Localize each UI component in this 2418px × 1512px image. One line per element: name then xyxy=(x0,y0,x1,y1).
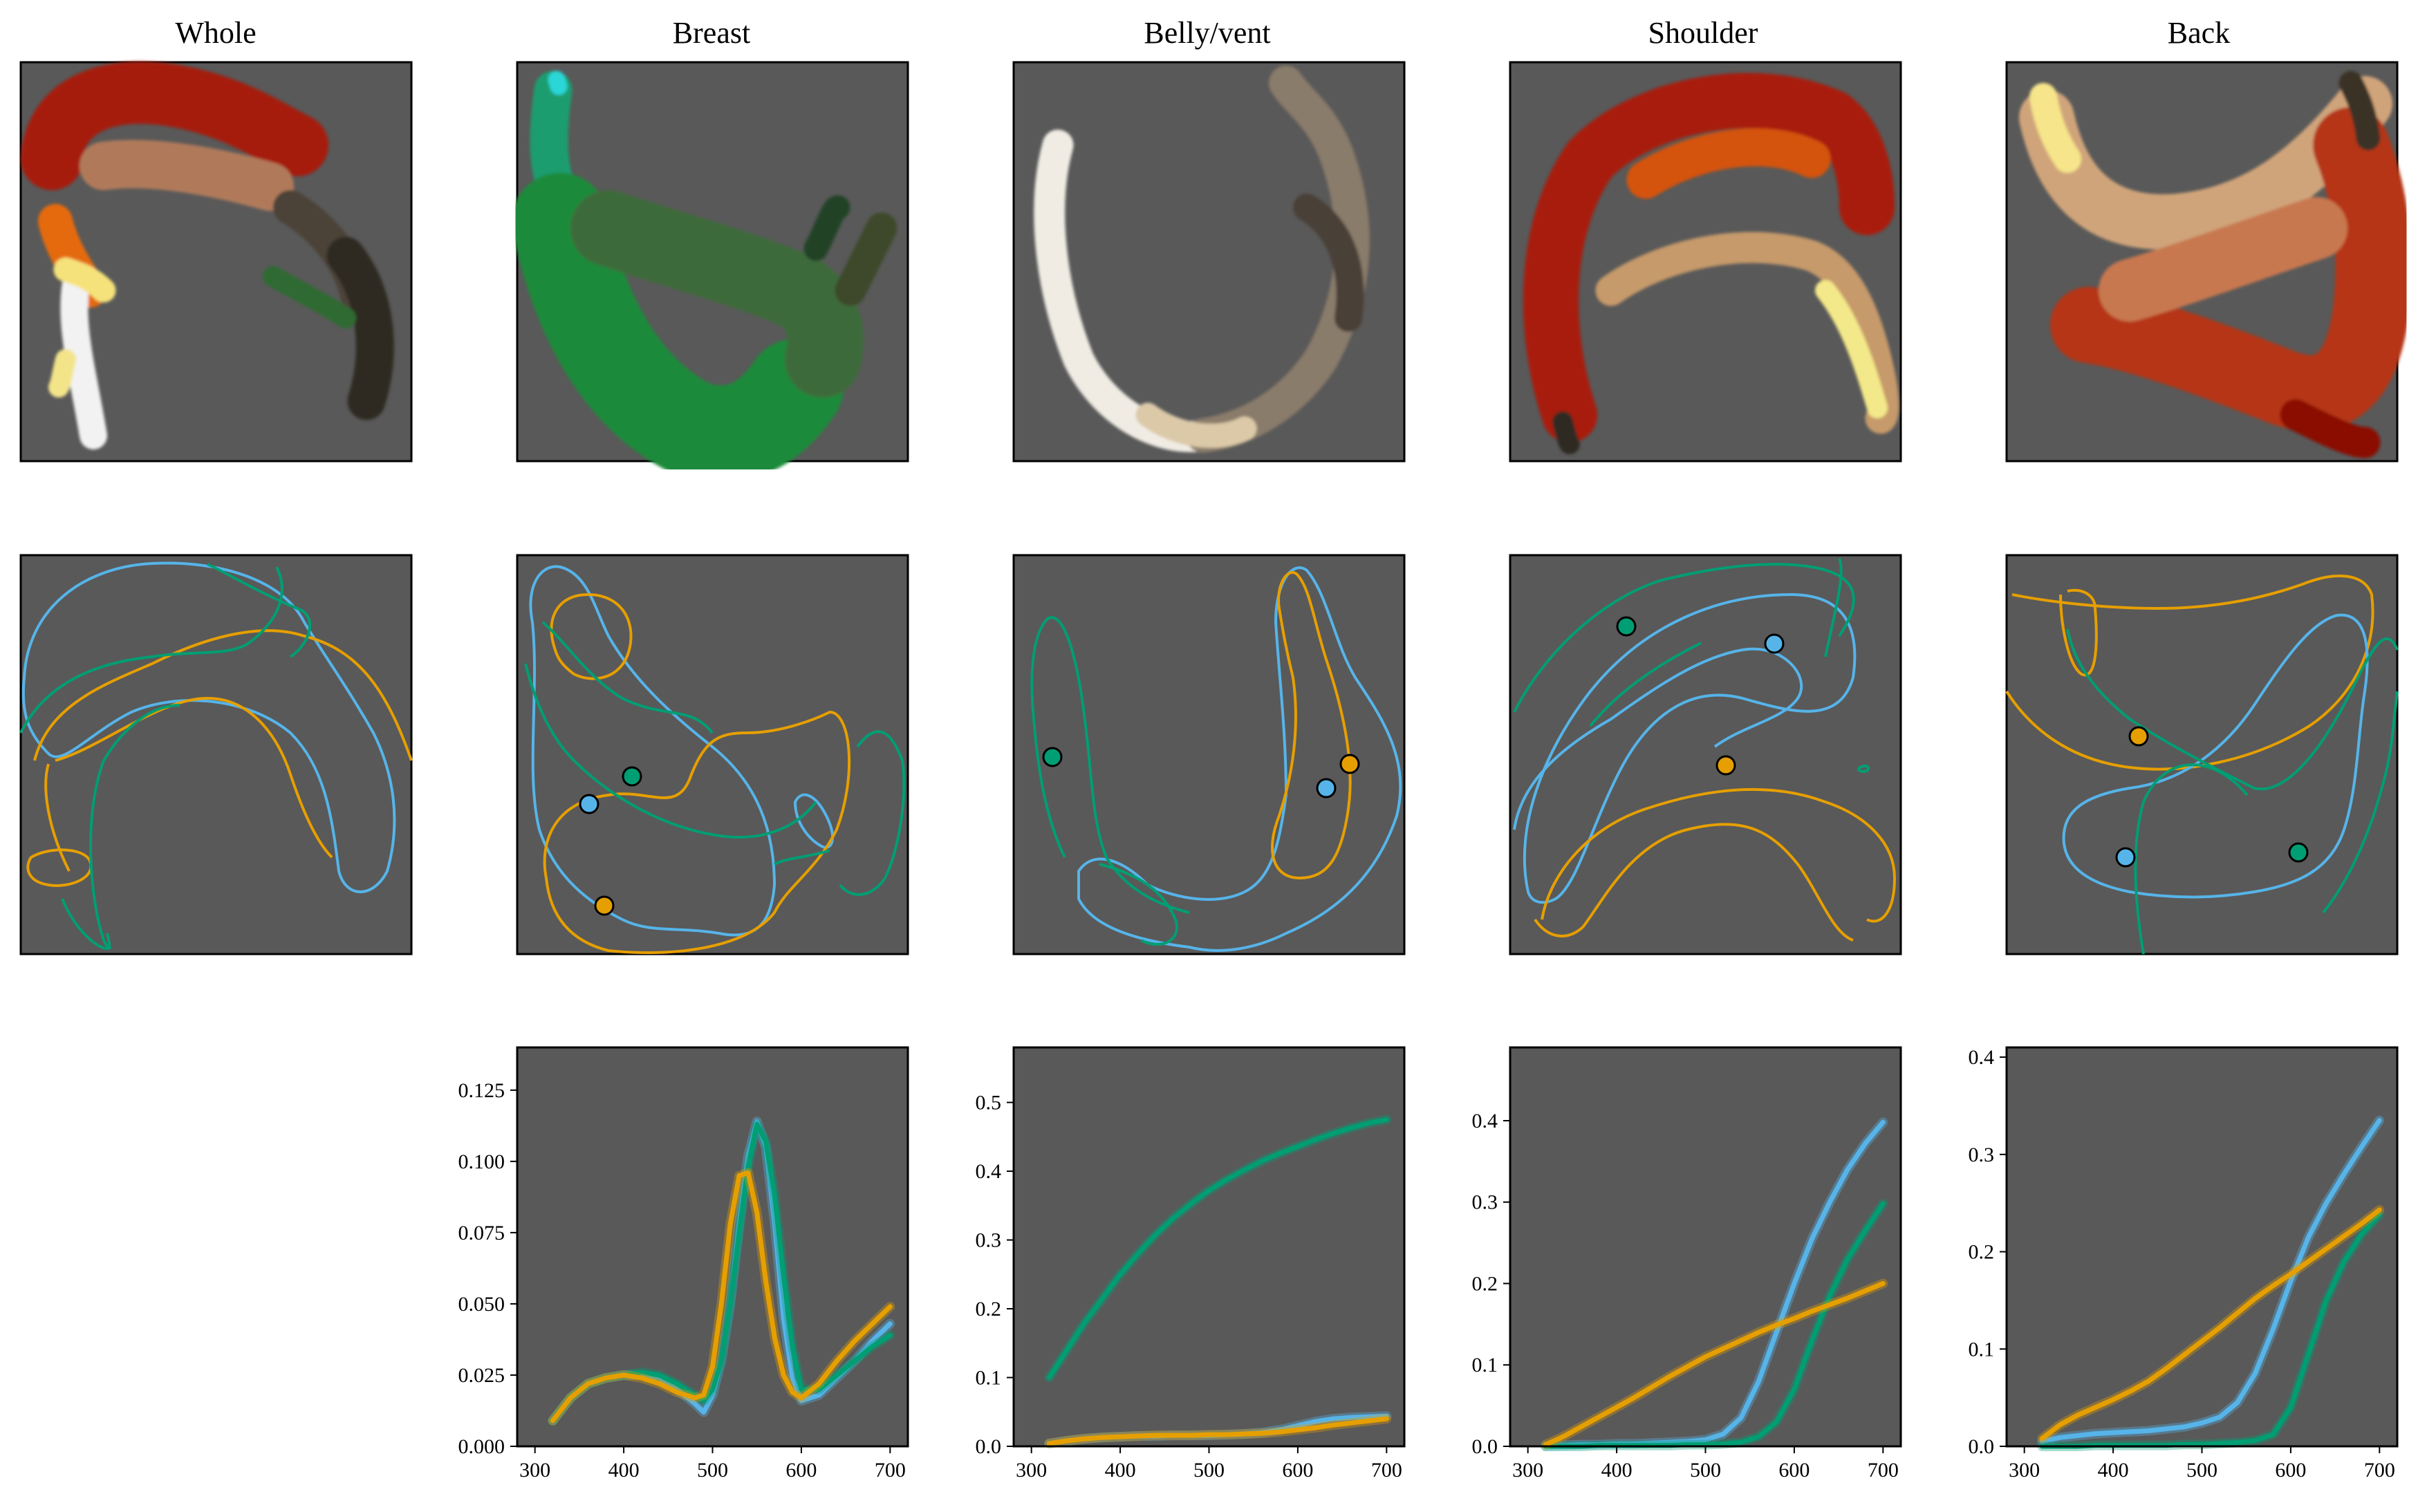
x-tick-label: 700 xyxy=(1868,1459,1899,1482)
series-line-2 xyxy=(1543,1281,1886,1448)
breast-orange-center-marker xyxy=(594,895,615,916)
x-tick-label: 600 xyxy=(1282,1459,1313,1482)
x-tick-label: 500 xyxy=(2186,1459,2217,1482)
series-line-2 xyxy=(2039,1207,2382,1441)
series-line-0 xyxy=(1046,1117,1389,1380)
x-tick-label: 600 xyxy=(785,1459,817,1482)
y-tick-label: 0.000 xyxy=(458,1435,505,1458)
plot-area xyxy=(2007,1047,2397,1446)
scatter-panel-shoulder xyxy=(1509,61,1902,463)
x-tick-label: 700 xyxy=(875,1459,906,1482)
shoulder-orange-center-marker xyxy=(1715,755,1736,776)
y-tick-label: 0.3 xyxy=(976,1229,1002,1252)
x-tick-label: 700 xyxy=(2364,1459,2395,1482)
x-tick-label: 500 xyxy=(697,1459,728,1482)
back-blue-center-marker xyxy=(2115,847,2136,868)
plot-area xyxy=(1510,1047,1901,1446)
title-belly-vent: Belly/vent xyxy=(1144,16,1270,50)
breast-green-center-marker xyxy=(622,766,642,787)
contour-panel-shoulder xyxy=(1509,554,1902,955)
title-whole: Whole xyxy=(175,16,256,50)
y-tick-label: 0.4 xyxy=(1969,1046,1995,1069)
contour-panel-breast xyxy=(516,554,909,955)
y-tick-label: 0.025 xyxy=(458,1364,505,1387)
y-tick-label: 0.1 xyxy=(1969,1338,1995,1361)
x-tick-label: 400 xyxy=(608,1459,640,1482)
x-tick-label: 300 xyxy=(2009,1459,2040,1482)
plot-area xyxy=(517,1047,908,1446)
y-tick-label: 0.5 xyxy=(976,1092,1002,1114)
contour-panel-back xyxy=(2005,554,2399,955)
series-line-2 xyxy=(550,1170,893,1424)
y-tick-label: 0.0 xyxy=(1472,1435,1498,1458)
spectrum-chart-breast: 300 400 500 600 700 0.000 0.025 0.050 0.075 0.100… xyxy=(458,1046,909,1482)
series-line-2 xyxy=(1046,1416,1389,1446)
back-green-center-marker xyxy=(2288,842,2309,863)
y-tick-label: 0.1 xyxy=(1472,1354,1498,1376)
belly-orange-center-marker xyxy=(1339,754,1360,774)
y-tick-label: 0.125 xyxy=(458,1079,505,1102)
y-tick-label: 0.3 xyxy=(1969,1144,1995,1166)
y-tick-label: 0.0 xyxy=(976,1435,1002,1458)
title-shoulder: Shoulder xyxy=(1648,16,1758,50)
spectrum-chart-shoulder: 300 400 500 600 700 0.0 0.1 0.2 0.3 0.4 xyxy=(1472,1046,1902,1482)
y-tick-label: 0.2 xyxy=(976,1298,1002,1320)
scatter-panel-back xyxy=(2005,61,2412,463)
y-tick-label: 0.100 xyxy=(458,1150,505,1173)
belly-green-center-marker xyxy=(1042,747,1063,767)
contour-panel-belly-vent xyxy=(1012,554,1406,955)
x-tick-label: 600 xyxy=(2275,1459,2306,1482)
x-tick-label: 500 xyxy=(1690,1459,1721,1482)
y-tick-label: 0.3 xyxy=(1472,1191,1498,1214)
shoulder-green-center-marker xyxy=(1616,616,1637,637)
title-back: Back xyxy=(2168,16,2230,50)
x-tick-label: 300 xyxy=(1016,1459,1047,1482)
y-tick-label: 0.075 xyxy=(458,1222,505,1244)
plot-area xyxy=(1014,1047,1404,1446)
title-breast: Breast xyxy=(673,16,750,50)
scatter-panel-breast xyxy=(512,61,909,483)
x-tick-label: 700 xyxy=(1371,1459,1402,1482)
x-tick-label: 400 xyxy=(1601,1459,1633,1482)
spectrum-chart-back: 300 400 500 600 700 0.0 0.1 0.2 0.3 0.4 xyxy=(1969,1046,2399,1482)
x-tick-label: 500 xyxy=(1193,1459,1225,1482)
x-tick-label: 400 xyxy=(1105,1459,1136,1482)
back-orange-center-marker xyxy=(2128,726,2149,747)
y-tick-label: 0.1 xyxy=(976,1367,1002,1390)
y-tick-label: 0.050 xyxy=(458,1293,505,1316)
belly-blue-center-marker xyxy=(1316,778,1337,799)
contour-panel-whole xyxy=(19,554,413,955)
x-tick-label: 300 xyxy=(519,1459,550,1482)
x-tick-label: 300 xyxy=(1512,1459,1543,1482)
spectrum-chart-belly-vent: 300 400 500 600 700 0.0 0.1 0.2 0.3 0.4 0.5 xyxy=(976,1046,1406,1482)
scatter-panel-whole xyxy=(19,61,413,463)
x-tick-label: 600 xyxy=(1778,1459,1810,1482)
x-tick-label: 400 xyxy=(2098,1459,2129,1482)
shoulder-blue-center-marker xyxy=(1764,633,1785,654)
y-tick-label: 0.4 xyxy=(976,1160,1002,1183)
y-tick-label: 0.2 xyxy=(1472,1272,1498,1295)
y-tick-label: 0.0 xyxy=(1969,1435,1995,1458)
series-line-0 xyxy=(2039,1118,2382,1444)
breast-blue-center-marker xyxy=(579,794,599,814)
y-tick-label: 0.4 xyxy=(1472,1110,1498,1132)
y-tick-label: 0.2 xyxy=(1969,1241,1995,1264)
scatter-panel-belly-vent xyxy=(1012,61,1406,463)
